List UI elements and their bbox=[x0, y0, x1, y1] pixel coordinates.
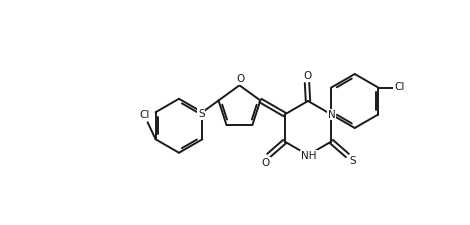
Text: NH: NH bbox=[301, 151, 317, 161]
Text: N: N bbox=[328, 110, 335, 119]
Text: O: O bbox=[236, 74, 244, 84]
Text: Cl: Cl bbox=[394, 83, 404, 92]
Text: O: O bbox=[303, 71, 311, 81]
Text: O: O bbox=[261, 158, 270, 167]
Text: S: S bbox=[349, 157, 356, 166]
Text: S: S bbox=[198, 109, 204, 119]
Text: Cl: Cl bbox=[140, 110, 150, 120]
